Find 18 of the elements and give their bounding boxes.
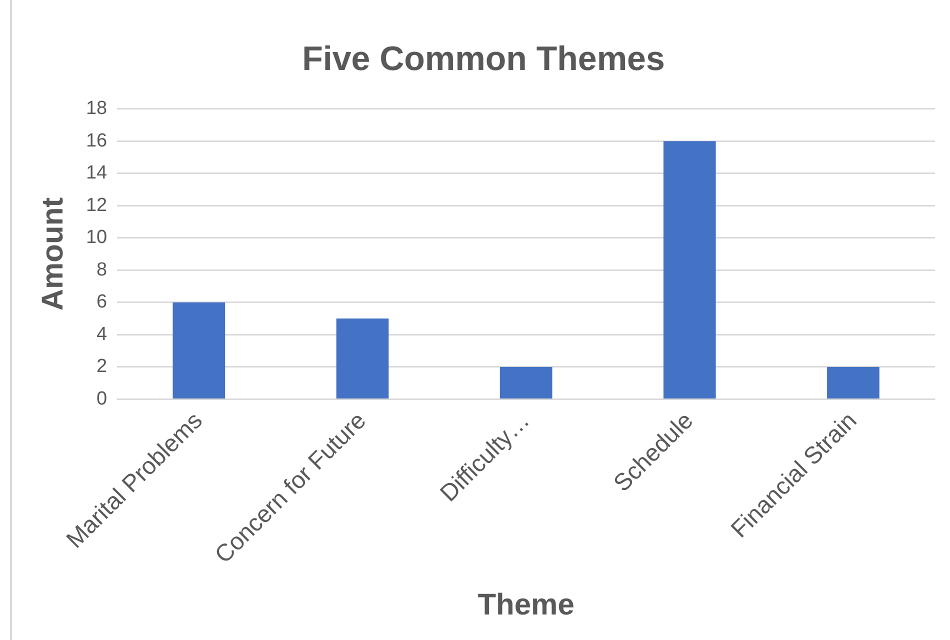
bar bbox=[172, 302, 226, 398]
y-tick-label: 18 bbox=[86, 98, 108, 120]
y-tick-label: 8 bbox=[96, 259, 108, 280]
y-axis-title: Amount bbox=[36, 197, 70, 311]
bar bbox=[663, 141, 716, 398]
y-tick-label: 2 bbox=[96, 356, 108, 378]
y-tick-label: 6 bbox=[96, 292, 108, 313]
y-tick-label: 12 bbox=[86, 194, 108, 216]
bar bbox=[827, 366, 880, 398]
chart-title: Five Common Themes bbox=[302, 40, 665, 78]
bar bbox=[336, 318, 389, 398]
y-tick-label: 14 bbox=[86, 162, 108, 184]
y-tick-label: 4 bbox=[96, 324, 108, 345]
y-tick-label: 0 bbox=[96, 388, 108, 410]
y-tick-label: 16 bbox=[86, 130, 108, 152]
y-tick-label: 10 bbox=[86, 227, 108, 248]
x-axis-title: Theme bbox=[478, 588, 574, 622]
bar bbox=[500, 366, 552, 398]
